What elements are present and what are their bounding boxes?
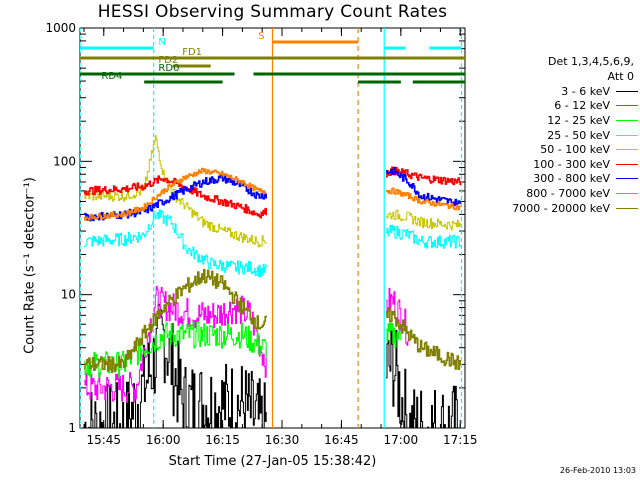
x-axis-label: Start Time (27-Jan-05 15:38:42) [168,454,377,469]
x-tick-label: 16:30 [265,433,300,447]
y-tick-label: 10 [61,288,76,302]
legend-label: 800 - 7000 keV [526,186,610,200]
legend-label: 100 - 300 keV [533,157,610,171]
flag-label-n: N [158,37,165,48]
x-tick-label: 16:15 [205,433,240,447]
legend-label: 7000 - 20000 keV [512,201,610,215]
series-line-7000to20000keV [84,269,461,373]
legend-entry: 7000 - 20000 keV [478,201,638,216]
legend-label: 50 - 100 keV [540,143,610,157]
legend-swatch [616,105,638,107]
y-tick-label: 100 [53,154,76,168]
legend-entry: 6 - 12 keV [478,99,638,114]
flag-label-fd1: FD1 [182,47,202,58]
legend-label: 25 - 50 keV [547,128,610,142]
y-tick-label: 1 [68,421,76,435]
legend-swatch [616,178,638,180]
flag-label-fd2: FD2 [158,55,178,66]
legend-swatch [616,134,638,136]
legend-swatch [616,149,638,151]
flag-label-s: S [258,31,264,42]
series-line-300to800keV [84,166,461,222]
series-line-25to50keV [84,209,461,278]
chart-title: HESSI Observing Summary Count Rates [97,2,448,22]
y-tick-label: 1000 [45,21,76,35]
legend-entry: 100 - 300 keV [478,157,638,172]
legend: Det 1,3,4,5,6,9, Att 0 3 - 6 keV 6 - 12 k… [478,54,638,215]
x-tick-label: 17:00 [384,433,419,447]
series-line-100to300keV [84,166,461,219]
flag-label-rd0: RD0 [158,63,179,74]
series-line-800to7000keV [84,167,461,221]
legend-swatch [616,119,638,121]
y-axis-label: Count Rate (s⁻¹ detector⁻¹) [22,177,38,354]
legend-header-1: Det 1,3,4,5,6,9, [547,55,634,68]
series-group [80,28,465,428]
legend-label: 12 - 25 keV [547,113,610,127]
legend-entry: 50 - 100 keV [478,142,638,157]
x-tick-label: 17:15 [443,433,478,447]
legend-swatch [616,90,638,92]
legend-label: 6 - 12 keV [554,99,610,113]
legend-header-2: Att 0 [607,70,634,83]
legend-entry: 300 - 800 keV [478,172,638,187]
legend-swatch [616,163,638,165]
series-line-3to6keV [84,303,461,428]
legend-entry: 12 - 25 keV [478,113,638,128]
legend-entry: 25 - 50 keV [478,128,638,143]
date-stamp: 26-Feb-2010 13:03 [559,466,636,475]
flag-label-rd4: RD4 [101,71,122,82]
x-tick-label: 16:00 [146,433,181,447]
x-tick-label: 15:45 [86,433,121,447]
series-line-6to12keV [84,285,410,403]
legend-entry: 3 - 6 keV [478,84,638,99]
legend-swatch [616,192,638,194]
legend-swatch [616,207,638,209]
legend-entry: 800 - 7000 keV [478,186,638,201]
legend-label: 300 - 800 keV [533,172,610,186]
x-tick-label: 16:45 [324,433,359,447]
legend-label: 3 - 6 keV [561,84,610,98]
